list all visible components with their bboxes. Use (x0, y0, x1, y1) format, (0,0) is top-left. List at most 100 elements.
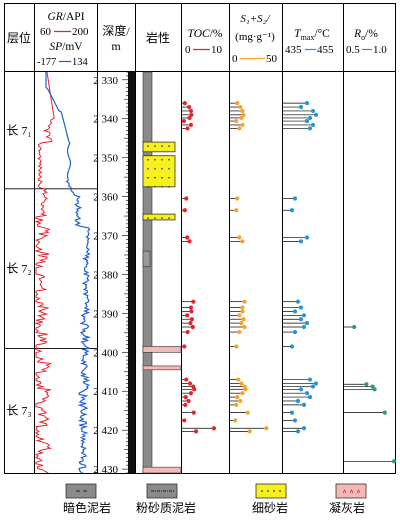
depth-tick-label: 2 410 (93, 386, 118, 398)
toc-point (187, 115, 192, 121)
toc-point (183, 394, 188, 400)
tmax-header-unit: /°C (314, 28, 330, 40)
legend-pattern-mark (261, 490, 263, 492)
toc-header-name: TOC (188, 28, 210, 40)
svg-text:Tmax/°C: Tmax/°C (294, 28, 330, 42)
depth-tick-label: 2 360 (93, 192, 118, 204)
lithology-legend: 暗色泥岩 粉砂质泥岩 细砂岩 凝灰岩 (63, 483, 367, 515)
lith-sand-dot (168, 158, 170, 161)
toc-point (188, 122, 194, 128)
lith-sand-dot (161, 145, 163, 147)
s1s2-point (238, 104, 243, 110)
toc-point (189, 317, 194, 322)
tmax-point (292, 418, 298, 423)
tmax-point (295, 429, 301, 434)
toc-point (194, 429, 199, 434)
s1s2-point (233, 418, 238, 423)
tmax-point (304, 391, 310, 396)
lith-sand-dot (147, 176, 149, 179)
toc-point (211, 426, 217, 431)
legend-label-mudstone: 暗色泥岩 (63, 500, 111, 515)
toc-point (182, 344, 187, 349)
s1s2-header-line2: (mg·g⁻¹) (235, 31, 275, 43)
legend-pattern-mark (172, 490, 175, 492)
ro-point (352, 324, 357, 330)
toc-point (182, 418, 187, 423)
toc-point (184, 377, 189, 382)
depth-tick-label: 2 400 (93, 347, 118, 359)
s1s2-point (237, 329, 242, 335)
s1s2-point (239, 115, 244, 121)
toc-point (191, 410, 196, 415)
depth-tick-label: 2 390 (93, 308, 118, 320)
sp-min-label: -177 (37, 57, 56, 68)
s1s2-point (239, 321, 244, 326)
toc-point (185, 313, 190, 318)
tmax-point (298, 239, 304, 244)
lith-sand-dot (147, 158, 149, 161)
toc-point (190, 324, 195, 330)
tmax-point (301, 324, 307, 330)
lith-sand-dot (168, 167, 170, 170)
legend-pattern-mark (279, 490, 281, 492)
tmax-point (289, 208, 295, 213)
toc-point (185, 126, 190, 131)
tmax-min-label: 435 (285, 44, 302, 56)
legend-pattern-mark (160, 490, 163, 492)
legend-pattern-mark (166, 490, 169, 492)
s1s2-point (237, 313, 242, 318)
toc-point (188, 321, 193, 326)
toc-point (187, 239, 192, 244)
lith-sandstone (142, 155, 176, 188)
s1s2-point (239, 381, 244, 386)
tmax-point (307, 377, 313, 382)
s1s2-point (235, 196, 240, 201)
s1s2-point (242, 299, 247, 304)
depth-header-line1: 深度/ (102, 23, 130, 38)
svg-text:Ro/%: Ro/% (353, 28, 378, 42)
tmax-point (292, 196, 298, 201)
s1s2-point (240, 391, 245, 396)
s1s2-point (241, 317, 246, 322)
tmax-point (295, 299, 301, 304)
toc-point (187, 381, 193, 386)
lith-sandstone (142, 213, 176, 221)
ro-header-sub: o (361, 33, 365, 42)
s1s2-point (240, 108, 245, 114)
log-frame (4, 3, 396, 474)
tmax-point (289, 344, 295, 349)
ro-header-name: R (353, 28, 361, 40)
tmax-point (310, 108, 316, 114)
tmax-point (307, 115, 313, 121)
tmax-point (292, 309, 298, 314)
toc-header-unit: /% (210, 28, 223, 40)
s1s2-point (234, 402, 239, 407)
gr-min-label: 60 (40, 26, 52, 38)
tmax-point (310, 122, 316, 128)
lith-sand-dot (168, 217, 170, 219)
s1s2-point (240, 309, 245, 314)
s1s2-point (242, 324, 247, 330)
lith-sand-dot (154, 176, 156, 179)
lith-sand-dot (147, 145, 149, 147)
lith-header: 岩性 (146, 30, 170, 45)
tmax-point (304, 321, 310, 326)
ro-header: Ro/% 0.5 1.0 (346, 28, 387, 56)
legend-pattern-mark (349, 489, 354, 494)
s1s2-point (237, 235, 242, 240)
lith-sand-dot (154, 158, 156, 161)
depth-header-line2: m (111, 39, 121, 53)
lith-sand-dot (154, 185, 156, 188)
tmax-point (313, 381, 319, 386)
ro-max-label: 1.0 (373, 44, 387, 56)
geochem-series (181, 101, 397, 464)
depth-tick-label: 2 420 (93, 425, 118, 437)
lith-mudstone (142, 71, 153, 474)
tmax-point (307, 126, 313, 131)
depth-tick-label: 2 370 (93, 231, 118, 243)
lith-sand-dot (161, 185, 163, 188)
toc-point (188, 108, 194, 114)
depth-tick-label: 2 380 (93, 269, 118, 281)
lith-sand-dot (161, 167, 163, 170)
tmax-point (298, 104, 304, 110)
